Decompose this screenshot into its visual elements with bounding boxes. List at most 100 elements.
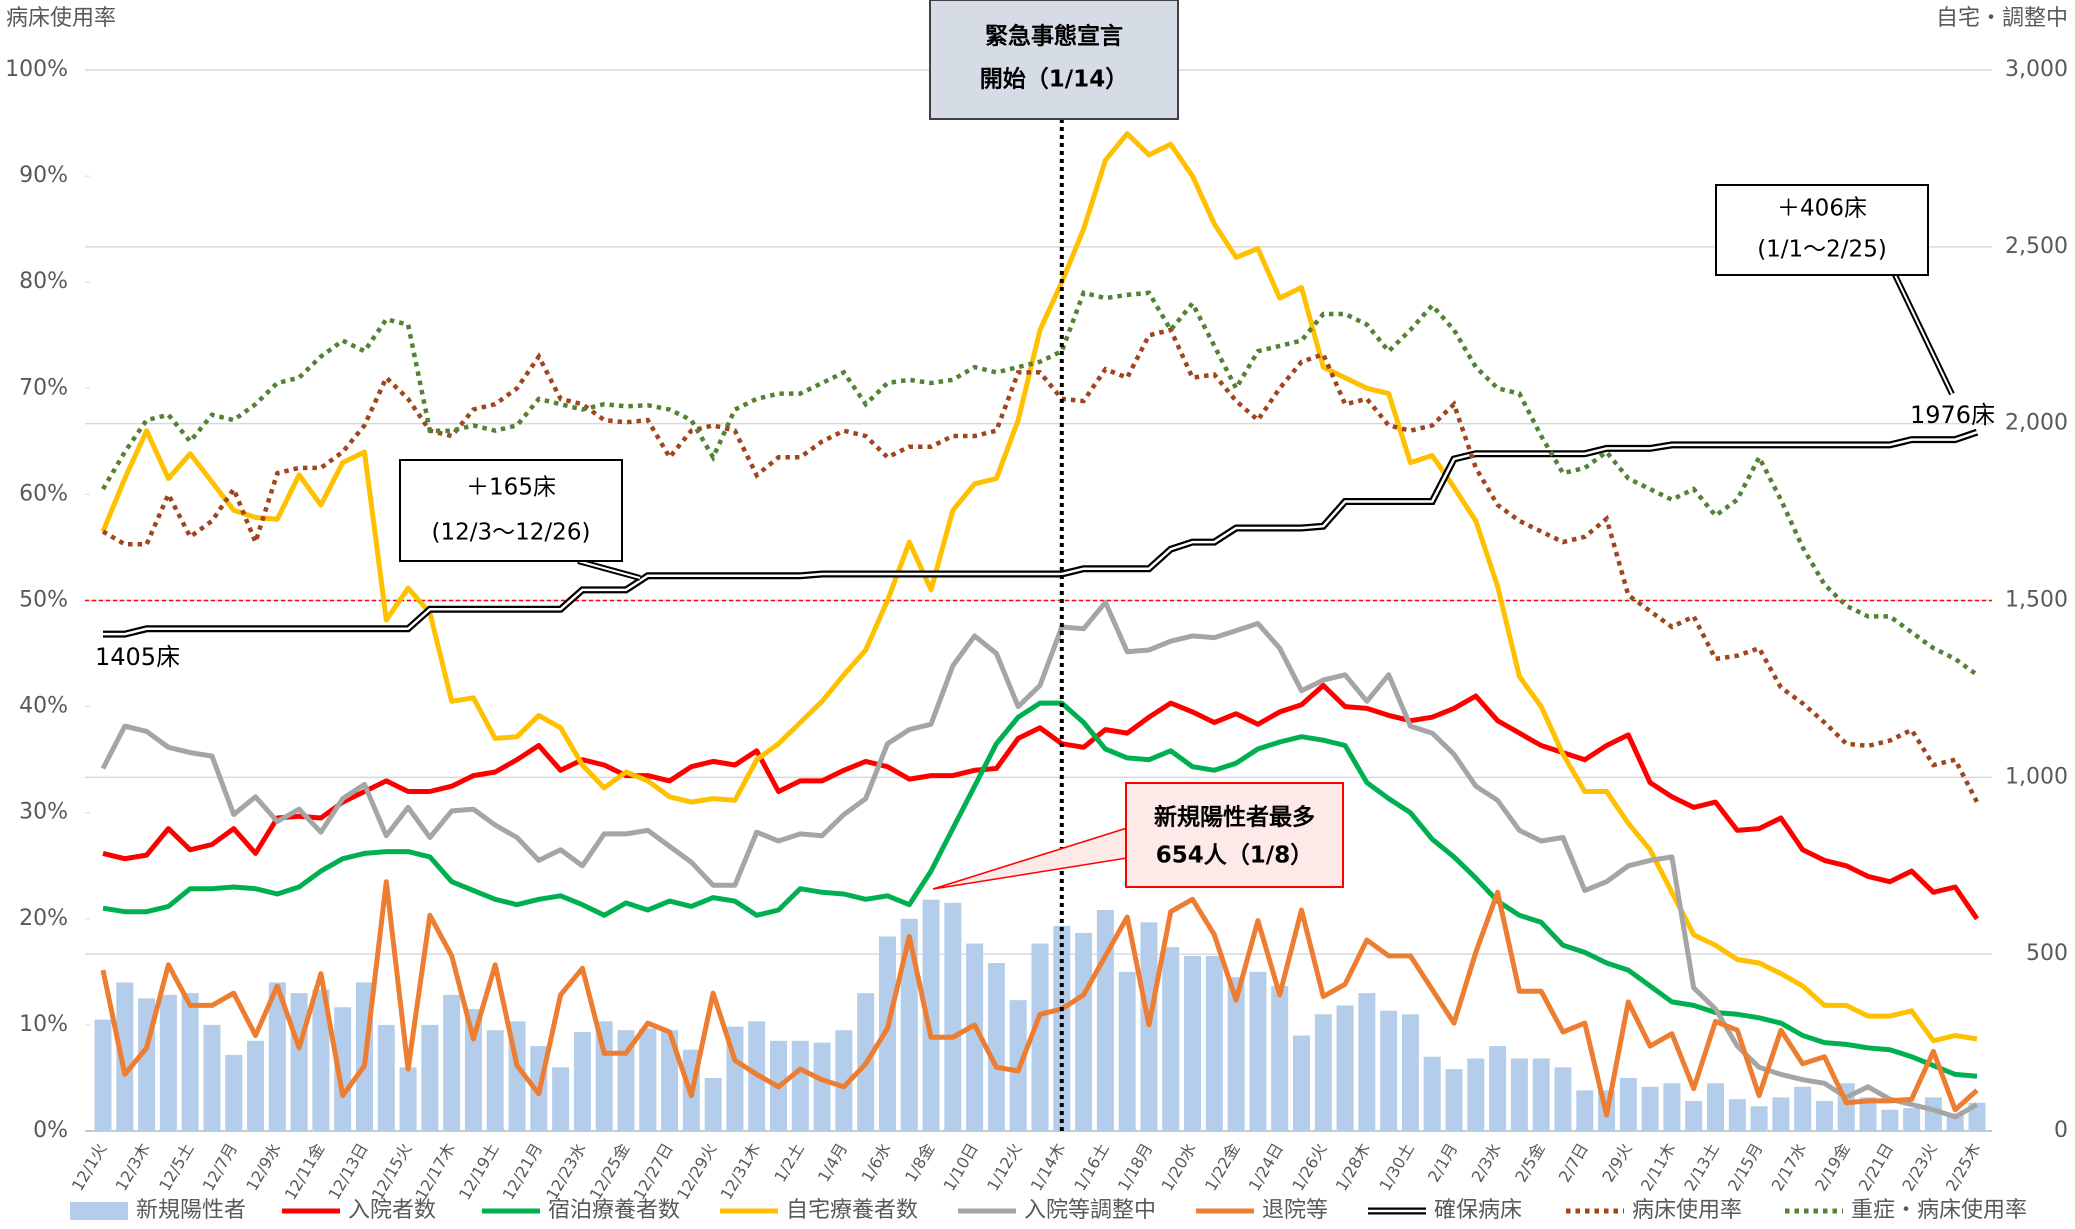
bar <box>1641 1086 1659 1131</box>
x-tick-label: 2/1月 <box>1424 1140 1461 1186</box>
legend-label: 確保病床 <box>1434 1198 1522 1223</box>
annotation-box <box>929 0 1179 120</box>
x-tick-label: 12/31木 <box>717 1140 765 1203</box>
x-tick-label: 1/24日 <box>1245 1140 1287 1194</box>
x-tick-label: 1/28木 <box>1332 1140 1374 1194</box>
bar <box>1227 977 1245 1131</box>
dotted-line <box>101 290 1979 677</box>
annotation-box <box>399 459 623 562</box>
x-tick-label: 2/25木 <box>1942 1140 1984 1194</box>
x-tick-label: 2/11木 <box>1637 1140 1679 1194</box>
line <box>100 131 1978 1044</box>
x-tick-label: 12/9水 <box>242 1140 284 1194</box>
bar <box>225 1054 243 1131</box>
bar <box>203 1024 221 1131</box>
y2-tick-label: 3,000 <box>2005 57 2068 82</box>
bar <box>486 1030 504 1131</box>
x-tick-label: 1/4月 <box>814 1140 851 1186</box>
annotation-text: (12/3～12/26) <box>432 520 591 546</box>
bar <box>268 982 286 1131</box>
value-label: 1405床 <box>95 643 180 671</box>
x-tick-label: 1/12火 <box>983 1140 1025 1194</box>
x-tick-label: 12/29火 <box>673 1140 721 1203</box>
bar <box>1467 1058 1485 1131</box>
value-label: 1976床 <box>1910 401 1995 429</box>
bar <box>1271 985 1289 1131</box>
bar <box>791 1040 809 1131</box>
bar <box>247 1040 265 1131</box>
bar <box>900 918 918 1131</box>
x-tick-label: 1/30土 <box>1375 1140 1417 1194</box>
x-tick-label: 1/14木 <box>1027 1140 1069 1194</box>
x-tick-label: 1/10日 <box>940 1140 982 1194</box>
bar <box>1423 1056 1441 1131</box>
callout-pointer <box>932 826 1128 890</box>
x-tick-label: 12/7月 <box>199 1140 241 1194</box>
bar <box>1663 1083 1681 1131</box>
bar <box>878 936 896 1131</box>
x-tick-label: 12/25金 <box>586 1140 634 1203</box>
x-tick-label: 1/22金 <box>1201 1140 1243 1194</box>
y-tick-label: 30% <box>19 800 68 825</box>
bar <box>312 989 330 1131</box>
bar <box>1380 1010 1398 1131</box>
line <box>102 682 1980 921</box>
y-tick-label: 60% <box>19 481 68 506</box>
x-tick-label: 12/5土 <box>155 1140 197 1194</box>
bar <box>159 994 177 1131</box>
legend-swatch <box>70 1202 128 1220</box>
x-tick-label: 12/13日 <box>324 1140 372 1203</box>
bar <box>1532 1058 1550 1131</box>
x-tick-label: 1/16土 <box>1070 1140 1112 1194</box>
bar <box>1728 1099 1746 1131</box>
y2-tick-label: 1,000 <box>2005 764 2068 789</box>
bar <box>1685 1100 1703 1131</box>
bar <box>290 993 308 1131</box>
bar <box>1903 1108 1921 1131</box>
y-tick-label: 90% <box>19 163 68 188</box>
bar <box>1445 1069 1463 1131</box>
y-tick-label: 0% <box>33 1118 68 1143</box>
legend-label: 自宅療養者数 <box>786 1198 918 1223</box>
y-tick-label: 80% <box>19 269 68 294</box>
callout-arrow-core <box>1894 274 1953 395</box>
bar <box>1772 1097 1790 1131</box>
x-tick-label: 2/7日 <box>1555 1140 1592 1186</box>
x-tick-label: 1/2土 <box>770 1140 807 1186</box>
bar <box>661 1030 679 1131</box>
y-tick-label: 10% <box>19 1012 68 1037</box>
callout-arrow-core <box>577 560 641 579</box>
y-tick-label: 50% <box>19 588 68 613</box>
bar <box>1619 1077 1637 1131</box>
bar <box>1031 943 1049 1131</box>
line <box>100 879 1979 1118</box>
x-tick-label: 2/21日 <box>1855 1140 1897 1194</box>
bar <box>1924 1097 1942 1131</box>
annotation-box <box>1125 782 1344 888</box>
legend-label: 宿泊療養者数 <box>548 1198 680 1223</box>
bar <box>464 1008 482 1131</box>
y2-tick-label: 1,500 <box>2005 588 2068 613</box>
x-tick-label: 1/26火 <box>1288 1140 1330 1194</box>
y-tick-label: 20% <box>19 906 68 931</box>
legend-label: 入院等調整中 <box>1024 1198 1156 1223</box>
bar <box>639 1028 657 1131</box>
x-tick-label: 12/23水 <box>542 1140 590 1203</box>
x-tick-label: 2/9火 <box>1598 1140 1635 1186</box>
bar <box>1794 1086 1812 1131</box>
bar <box>573 1031 591 1131</box>
x-tick-label: 2/23火 <box>1898 1140 1940 1194</box>
bar <box>399 1067 417 1131</box>
bar <box>116 982 134 1131</box>
annotation-text: (1/1～2/25) <box>1757 237 1887 263</box>
bar <box>595 1021 613 1131</box>
bar <box>181 993 199 1131</box>
annotation-text: 654人（1/8） <box>1156 842 1313 869</box>
legend-label: 新規陽性者 <box>136 1198 246 1223</box>
bar <box>443 994 461 1131</box>
bar <box>1292 1035 1310 1131</box>
bar <box>944 902 962 1131</box>
bar <box>1205 955 1223 1131</box>
annotation-box <box>1715 184 1929 276</box>
legend-label: 入院者数 <box>348 1198 436 1223</box>
